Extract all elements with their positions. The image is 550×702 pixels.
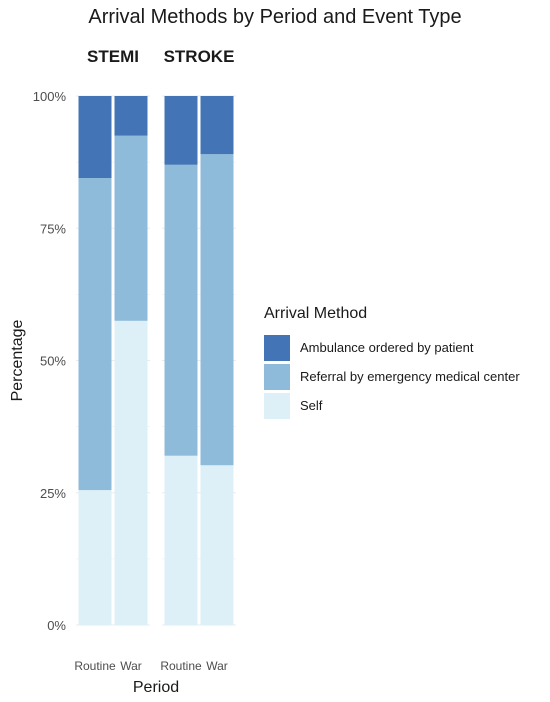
bar-stemi-routine-referral-by-emergency-medical-center	[78, 177, 112, 491]
x-tick-label: Routine	[74, 659, 116, 673]
bar-stemi-war-self	[114, 320, 148, 625]
legend-key	[264, 334, 290, 361]
legend-label: Referral by emergency medical center	[300, 369, 520, 384]
legend-label: Ambulance ordered by patient	[300, 340, 474, 355]
chart-title: Arrival Methods by Period and Event Type	[88, 6, 462, 28]
legend-item: Referral by emergency medical center	[264, 362, 520, 391]
bar-stemi-routine-ambulance-ordered-by-patient	[78, 96, 112, 178]
legend-key	[264, 392, 290, 419]
x-axis-title: Period	[133, 679, 179, 696]
x-tick-label: War	[206, 659, 228, 673]
facet-label: STEMI	[87, 47, 139, 66]
bar-stemi-war-referral-by-emergency-medical-center	[114, 135, 148, 321]
bar-stroke-routine-self	[164, 455, 198, 625]
legend-title: Arrival Method	[264, 305, 368, 322]
facet-label: STROKE	[164, 47, 235, 66]
bar-stroke-war-self	[200, 465, 234, 625]
bar-stroke-routine-ambulance-ordered-by-patient	[164, 96, 198, 165]
x-tick-label: Routine	[160, 659, 202, 673]
y-tick-label: 0%	[47, 618, 66, 633]
legend-label: Self	[300, 398, 323, 413]
y-tick-label: 50%	[40, 354, 66, 369]
legend-key	[264, 363, 290, 390]
bar-stemi-routine-self	[78, 490, 112, 625]
y-tick-label: 25%	[40, 486, 66, 501]
legend-item: Ambulance ordered by patient	[264, 333, 520, 362]
y-tick-label: 100%	[33, 89, 67, 104]
bar-stroke-war-ambulance-ordered-by-patient	[200, 96, 234, 155]
x-tick-label: War	[120, 659, 142, 673]
y-axis-title: Percentage	[9, 319, 26, 401]
bar-stemi-war-ambulance-ordered-by-patient	[114, 96, 148, 136]
bar-stroke-routine-referral-by-emergency-medical-center	[164, 164, 198, 456]
y-tick-label: 75%	[40, 221, 66, 236]
legend-items: Ambulance ordered by patient Referral by …	[264, 333, 520, 420]
legend: Arrival Method Ambulance ordered by pati…	[264, 305, 520, 420]
bar-stroke-war-referral-by-emergency-medical-center	[200, 154, 234, 466]
legend-item: Self	[264, 391, 520, 420]
